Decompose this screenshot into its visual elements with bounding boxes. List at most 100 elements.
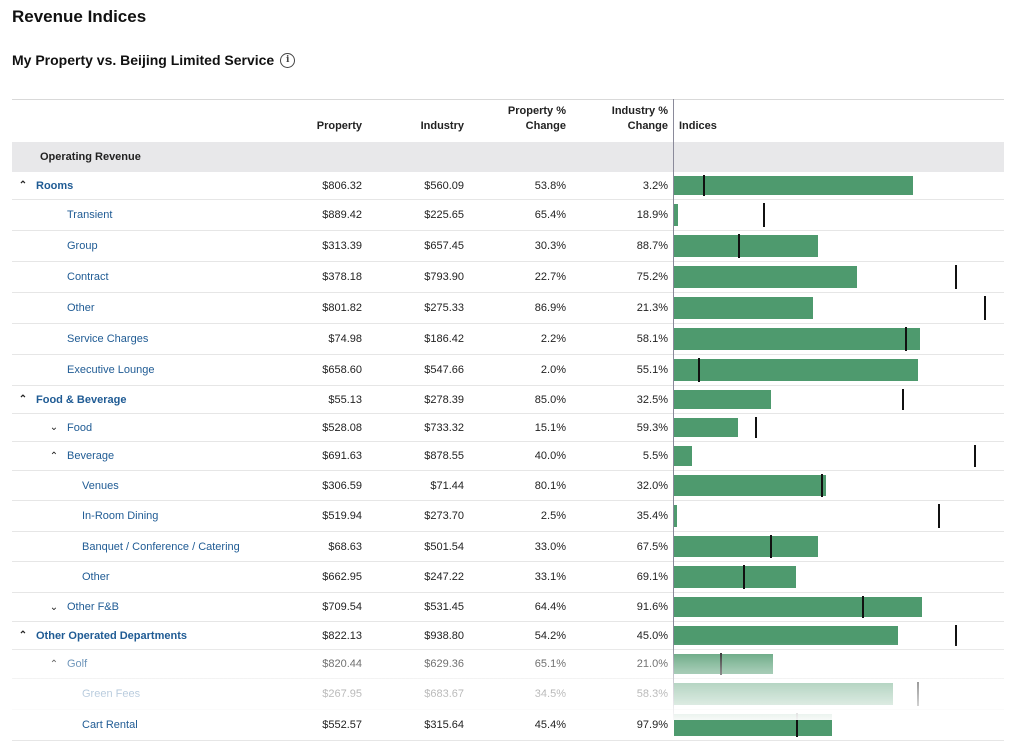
- cell-industry: $275.33: [424, 302, 464, 314]
- chevron-down-icon[interactable]: ⌄: [49, 601, 59, 613]
- col-header-industry[interactable]: Industry: [420, 120, 464, 132]
- row-label[interactable]: Cart Rental: [82, 710, 138, 740]
- cell-industry-pct: 67.5%: [636, 540, 668, 553]
- row-label-text[interactable]: Service Charges: [67, 333, 149, 345]
- row-label[interactable]: In-Room Dining: [82, 501, 158, 531]
- table-row[interactable]: ⌃ Food & Beverage $55.13 $278.39 85.0% 32.5%: [12, 386, 1004, 414]
- table-row[interactable]: Transient $889.42 $225.65 65.4% 18.9%: [12, 200, 1004, 231]
- row-label[interactable]: ⌃ Golf: [47, 650, 87, 678]
- cell-industry-pct: 97.9%: [636, 719, 668, 731]
- row-label-text[interactable]: Food: [67, 421, 93, 434]
- index-bar-cell: [674, 172, 1004, 199]
- row-label-text[interactable]: Other F&B: [67, 601, 119, 613]
- row-label-text[interactable]: Green Fees: [82, 688, 141, 700]
- chevron-up-icon[interactable]: ⌃: [18, 394, 28, 405]
- col-header-property[interactable]: Property: [316, 120, 362, 132]
- cell-industry: $247.22: [424, 571, 464, 583]
- table-row[interactable]: Service Charges $74.98 $186.42 2.2% 58.1%: [12, 324, 1004, 355]
- col-header-industry-pct[interactable]: Industry % Change: [611, 105, 668, 132]
- cell-industry: $273.70: [424, 510, 464, 522]
- row-label-text[interactable]: Cart Rental: [82, 719, 138, 731]
- chevron-up-icon[interactable]: ⌃: [49, 658, 59, 670]
- index-marker: [763, 203, 765, 227]
- cell-industry: $547.66: [424, 364, 464, 376]
- row-label-text[interactable]: Other: [67, 302, 95, 314]
- table-row[interactable]: Contract $378.18 $793.90 22.7% 75.2%: [12, 262, 1004, 293]
- row-label[interactable]: Service Charges: [67, 324, 148, 354]
- cell-property-pct: 33.0%: [534, 540, 566, 553]
- row-label-text[interactable]: Contract: [67, 271, 109, 283]
- cell-industry: $278.39: [424, 393, 464, 406]
- row-label-text[interactable]: Food & Beverage: [36, 393, 127, 406]
- row-label-text[interactable]: In-Room Dining: [82, 510, 159, 522]
- chevron-up-icon[interactable]: ⌃: [18, 180, 28, 191]
- index-marker: [902, 389, 904, 410]
- row-label[interactable]: ⌄ Food: [47, 414, 92, 441]
- row-label[interactable]: Group: [67, 231, 98, 261]
- row-label[interactable]: Executive Lounge: [67, 355, 154, 385]
- table-row[interactable]: ⌃ Beverage $691.63 $878.55 40.0% 5.5%: [12, 442, 1004, 471]
- row-label-text[interactable]: Executive Lounge: [67, 364, 155, 376]
- table-row[interactable]: Other $801.82 $275.33 86.9% 21.3%: [12, 293, 1004, 324]
- table-row[interactable]: Group $313.39 $657.45 30.3% 88.7%: [12, 231, 1004, 262]
- page-title: Revenue Indices: [12, 7, 147, 26]
- row-label[interactable]: Contract: [67, 262, 109, 292]
- cell-industry-pct: 69.1%: [636, 571, 668, 583]
- row-label-text[interactable]: Rooms: [36, 179, 74, 192]
- chevron-up-icon[interactable]: ⌃: [18, 630, 28, 641]
- table-row[interactable]: Cart Rental $552.57 $315.64 45.4% 97.9%: [12, 710, 1004, 741]
- table-row[interactable]: ⌃ Other Operated Departments $822.13 $938.8…: [12, 622, 1004, 650]
- table-row[interactable]: ⌄ Other F&B $709.54 $531.45 64.4% 91.6%: [12, 593, 1004, 622]
- row-label-text[interactable]: Transient: [67, 209, 113, 221]
- table-row[interactable]: Green Fees $267.95 $683.67 34.5% 58.3%: [12, 679, 1004, 710]
- table-row[interactable]: Executive Lounge $658.60 $547.66 2.0% 55.1%: [12, 355, 1004, 386]
- row-label[interactable]: Green Fees: [82, 679, 140, 709]
- col-header-property-pct[interactable]: Property % Change: [507, 105, 566, 132]
- row-label[interactable]: Banquet / Conference / Catering: [82, 532, 240, 561]
- table-row[interactable]: ⌄ Food $528.08 $733.32 15.1% 59.3%: [12, 414, 1004, 442]
- row-label-text[interactable]: Other: [82, 571, 110, 583]
- index-bar-cell: [674, 231, 1004, 261]
- table-row[interactable]: Banquet / Conference / Catering $68.63 $50…: [12, 532, 1004, 562]
- index-bar-cell: [674, 471, 1004, 500]
- cell-property-pct: 30.3%: [534, 240, 566, 252]
- table-row[interactable]: Venues $306.59 $71.44 80.1% 32.0%: [12, 471, 1004, 501]
- chevron-down-icon[interactable]: ⌄: [49, 422, 59, 433]
- index-bar: [674, 176, 913, 195]
- cell-property: $68.63: [328, 540, 362, 553]
- row-label-text[interactable]: Venues: [82, 479, 119, 492]
- cell-industry-pct: 91.6%: [636, 601, 668, 613]
- table-row[interactable]: ⌃ Rooms $806.32 $560.09 53.8% 3.2%: [12, 172, 1004, 200]
- row-label[interactable]: ⌃ Other Operated Departments: [16, 622, 187, 649]
- row-label[interactable]: Other: [67, 293, 95, 323]
- row-label-text[interactable]: Golf: [67, 658, 88, 670]
- cell-industry-pct: 55.1%: [636, 364, 668, 376]
- index-marker: [955, 625, 957, 646]
- cell-industry: $71.44: [430, 479, 464, 492]
- row-label-text[interactable]: Beverage: [67, 450, 115, 462]
- chevron-up-icon[interactable]: ⌃: [49, 450, 59, 462]
- row-label[interactable]: Transient: [67, 200, 112, 230]
- row-label[interactable]: ⌃ Rooms: [16, 172, 73, 199]
- cell-industry: $186.42: [424, 333, 464, 345]
- row-label-text[interactable]: Other Operated Departments: [36, 629, 187, 642]
- index-bar-cell: [674, 650, 1004, 678]
- table-row[interactable]: ⌃ Golf $820.44 $629.36 65.1% 21.0%: [12, 650, 1004, 679]
- row-label[interactable]: Venues: [82, 471, 119, 500]
- info-icon[interactable]: i: [280, 52, 296, 68]
- cell-industry-pct: 45.0%: [636, 629, 668, 642]
- row-label[interactable]: ⌃ Beverage: [47, 442, 114, 470]
- table-row[interactable]: Other $662.95 $247.22 33.1% 69.1%: [12, 562, 1004, 593]
- row-label[interactable]: Other: [82, 562, 110, 592]
- index-bar-cell: [674, 293, 1004, 323]
- row-label-text[interactable]: Group: [67, 240, 98, 252]
- table-row[interactable]: In-Room Dining $519.94 $273.70 2.5% 35.4%: [12, 501, 1004, 532]
- subtitle-text: My Property vs. Beijing Limited Service: [12, 52, 275, 68]
- cell-industry: $878.55: [424, 450, 464, 462]
- cell-property-pct: 45.4%: [534, 719, 566, 731]
- row-label[interactable]: ⌄ Other F&B: [47, 593, 119, 621]
- col-header-indices[interactable]: Indices: [679, 120, 717, 132]
- cell-industry-pct: 21.3%: [636, 302, 668, 314]
- row-label[interactable]: ⌃ Food & Beverage: [16, 386, 127, 413]
- row-label-text[interactable]: Banquet / Conference / Catering: [82, 540, 240, 553]
